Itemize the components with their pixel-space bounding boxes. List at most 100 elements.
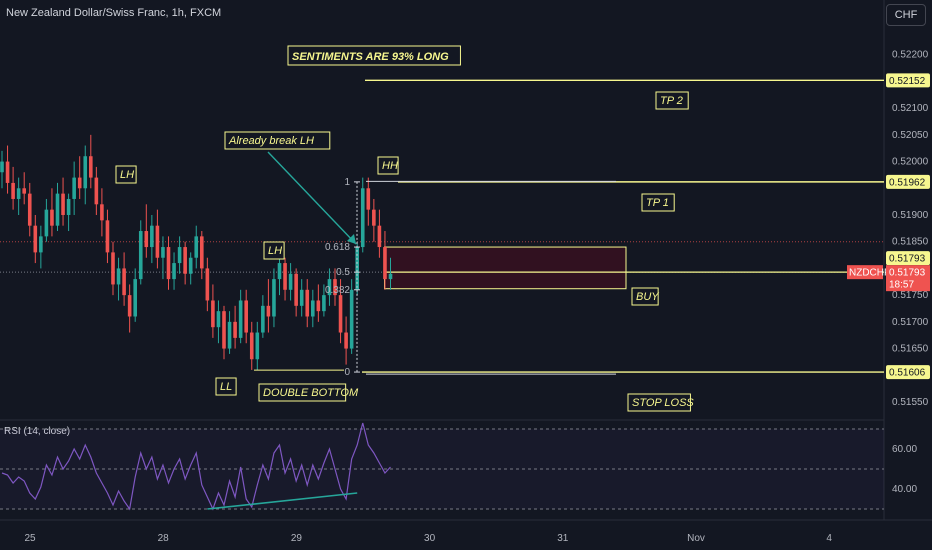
candle[interactable]: [305, 289, 310, 317]
break-arrow: [267, 151, 357, 245]
candle[interactable]: [222, 311, 226, 349]
price-tick-label: 0.52000: [892, 157, 929, 168]
candle[interactable]: [249, 332, 254, 360]
candle[interactable]: [105, 220, 110, 253]
hh-label: HH: [382, 160, 398, 172]
candle[interactable]: [5, 161, 10, 183]
candle[interactable]: [122, 268, 126, 296]
candle[interactable]: [261, 305, 265, 333]
candle[interactable]: [377, 225, 382, 248]
stop-loss-label: STOP LOSS: [632, 397, 694, 409]
break-lh-label: Already break LH: [228, 135, 314, 147]
buy-zone[interactable]: [384, 246, 627, 290]
candle[interactable]: [349, 289, 354, 349]
candle[interactable]: [89, 156, 93, 178]
rsi-tick-label: 40.00: [892, 484, 917, 495]
candle[interactable]: [311, 300, 315, 317]
currency-button[interactable]: CHF: [886, 4, 926, 26]
candle[interactable]: [144, 231, 149, 248]
tp1-label-box: [641, 193, 675, 212]
candle[interactable]: [327, 279, 332, 296]
time-tick-label: 28: [158, 533, 170, 544]
chart-title: New Zealand Dollar/Swiss Franc, 1h, FXCM: [6, 7, 222, 19]
candle[interactable]: [127, 295, 132, 317]
candle[interactable]: [277, 263, 282, 280]
candle[interactable]: [333, 279, 337, 296]
candle[interactable]: [39, 236, 43, 253]
candle[interactable]: [211, 300, 215, 328]
candle[interactable]: [216, 311, 221, 328]
candle[interactable]: [205, 268, 210, 301]
candle[interactable]: [338, 295, 343, 333]
fib-level-label: 0.618: [325, 242, 350, 253]
candle[interactable]: [94, 177, 99, 205]
candle[interactable]: [283, 263, 287, 290]
candle[interactable]: [66, 198, 71, 215]
hh-label-box: [377, 156, 399, 175]
candle[interactable]: [77, 177, 82, 189]
candle[interactable]: [344, 332, 348, 349]
symbol-tag: [847, 265, 883, 280]
candle[interactable]: [200, 236, 204, 269]
current-price-label: 0.51793: [889, 268, 926, 279]
time-tick-label: 30: [424, 533, 436, 544]
candle[interactable]: [183, 247, 187, 274]
candle[interactable]: [194, 236, 199, 258]
price-tag: [886, 73, 930, 88]
candle[interactable]: [316, 300, 321, 312]
candle[interactable]: [244, 300, 248, 333]
candle[interactable]: [355, 247, 359, 290]
candle[interactable]: [288, 273, 293, 290]
candle[interactable]: [27, 193, 32, 226]
lh-label-1: LH: [120, 169, 134, 181]
candle[interactable]: [116, 268, 121, 285]
candle[interactable]: [138, 231, 143, 280]
candle[interactable]: [272, 279, 276, 317]
candle[interactable]: [11, 182, 15, 199]
price-tick-label: 0.51550: [892, 397, 929, 408]
candle[interactable]: [238, 300, 243, 338]
candle[interactable]: [100, 204, 104, 221]
candle[interactable]: [177, 247, 182, 264]
candle[interactable]: [294, 273, 298, 306]
candle[interactable]: [366, 188, 371, 210]
candle[interactable]: [388, 273, 393, 280]
candle[interactable]: [55, 193, 60, 226]
candle[interactable]: [255, 332, 260, 360]
candle[interactable]: [166, 247, 171, 280]
candle[interactable]: [161, 247, 165, 258]
lh-label-2: LH: [268, 245, 282, 257]
candle[interactable]: [372, 209, 376, 226]
candle[interactable]: [72, 177, 76, 199]
candle[interactable]: [360, 188, 365, 248]
candle[interactable]: [111, 252, 115, 285]
price-tag-label: 0.51793: [889, 254, 926, 265]
candle[interactable]: [383, 247, 387, 280]
time-tick-label: 4: [826, 533, 832, 544]
candle[interactable]: [0, 161, 4, 173]
candle[interactable]: [227, 321, 232, 349]
time-tick-label: Nov: [687, 533, 705, 544]
candle[interactable]: [188, 257, 193, 274]
candle[interactable]: [33, 225, 38, 253]
price-tick-label: 0.52200: [892, 50, 929, 61]
candle[interactable]: [50, 209, 54, 226]
time-tick-label: 29: [291, 533, 303, 544]
candle[interactable]: [150, 225, 154, 248]
price-tick-label: 0.51750: [892, 290, 929, 301]
candle[interactable]: [233, 321, 237, 338]
candle[interactable]: [133, 279, 137, 317]
candle[interactable]: [44, 209, 49, 237]
price-tick-label: 0.52100: [892, 103, 929, 114]
candle[interactable]: [22, 188, 26, 194]
candle[interactable]: [83, 156, 88, 189]
candle[interactable]: [299, 289, 304, 306]
candle[interactable]: [322, 295, 326, 312]
candle[interactable]: [155, 225, 160, 258]
candle[interactable]: [16, 188, 21, 199]
candle[interactable]: [61, 193, 65, 215]
candle[interactable]: [172, 263, 176, 280]
sentiment-label-box: [287, 45, 461, 66]
candle[interactable]: [266, 305, 271, 317]
